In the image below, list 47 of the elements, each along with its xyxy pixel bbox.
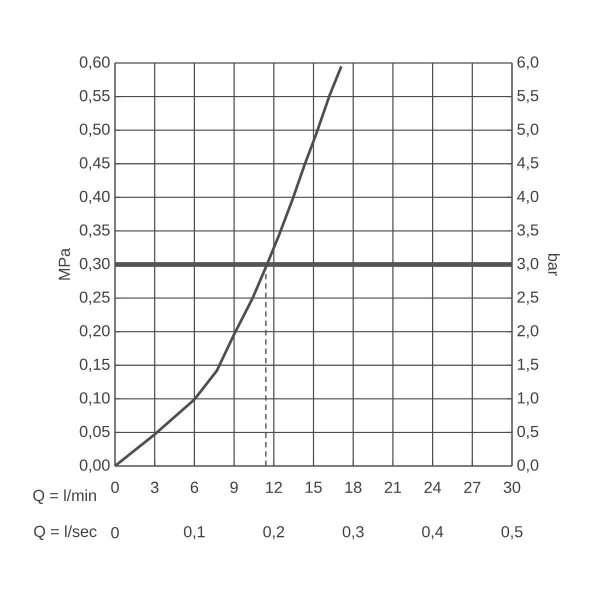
x-tick-label: 3: [150, 482, 158, 493]
x-tick-label: 15: [306, 482, 322, 493]
x-tick-label: 6: [190, 482, 198, 493]
y-tick-label: 0,25: [80, 291, 110, 305]
x2-tick-label: 0,2: [263, 526, 284, 540]
y-tick-label: 0,60: [80, 56, 110, 70]
x-tick-label: 18: [346, 482, 362, 493]
y-tick-label: 0,20: [80, 325, 110, 338]
y-tick-label: 0,35: [80, 224, 110, 238]
x2-tick-label: 0: [111, 527, 119, 538]
y-tick-label: 0,40: [80, 190, 110, 204]
y-tick-label: 0,50: [80, 124, 110, 137]
y2-tick-label: 0,0: [517, 459, 538, 473]
y2-tick-label: 6,0: [518, 56, 538, 70]
x2-axis-title: Q = l/sec: [34, 525, 97, 540]
x-tick-label: 9: [230, 482, 238, 493]
y2-tick-label: 5,5: [517, 90, 538, 104]
x-tick-label: 12: [266, 482, 282, 493]
x-tick-label: 27: [464, 482, 480, 493]
x-tick-label: 0: [111, 482, 119, 493]
y2-tick-label: 3,0: [517, 258, 538, 272]
y-tick-label: 0,55: [80, 90, 110, 104]
x-axis-title: Q = l/min: [33, 489, 96, 504]
y2-axis-title: bar: [548, 254, 560, 276]
x2-tick-label: 0,5: [502, 526, 522, 540]
y-tick-label: 0,15: [80, 358, 110, 372]
x2-tick-label: 0,1: [184, 526, 205, 540]
y2-tick-label: 1,0: [518, 392, 538, 406]
y2-tick-label: 3,5: [517, 224, 538, 238]
y2-tick-label: 2,5: [518, 291, 538, 305]
y2-tick-label: 0,5: [517, 426, 538, 440]
x2-tick-label: 0,3: [342, 526, 364, 540]
y-tick-label: 0,10: [80, 392, 110, 406]
x-tick-label: 30: [504, 482, 520, 493]
y-tick-label: 0,45: [80, 157, 110, 170]
y-tick-label: 0,30: [80, 258, 110, 272]
y-tick-label: 0,05: [80, 426, 110, 440]
y2-tick-label: 4,0: [517, 190, 538, 204]
y-axis-title: MPa: [58, 248, 70, 280]
y-tick-label: 0,00: [80, 459, 110, 473]
x-tick-label: 21: [384, 482, 402, 493]
y2-tick-label: 5,0: [517, 124, 538, 137]
y2-tick-label: 1,5: [518, 358, 538, 372]
y2-tick-label: 4,5: [517, 157, 538, 170]
x-tick-label: 24: [424, 482, 442, 493]
x2-tick-label: 0,4: [422, 526, 444, 540]
y2-tick-label: 2,0: [518, 325, 538, 338]
